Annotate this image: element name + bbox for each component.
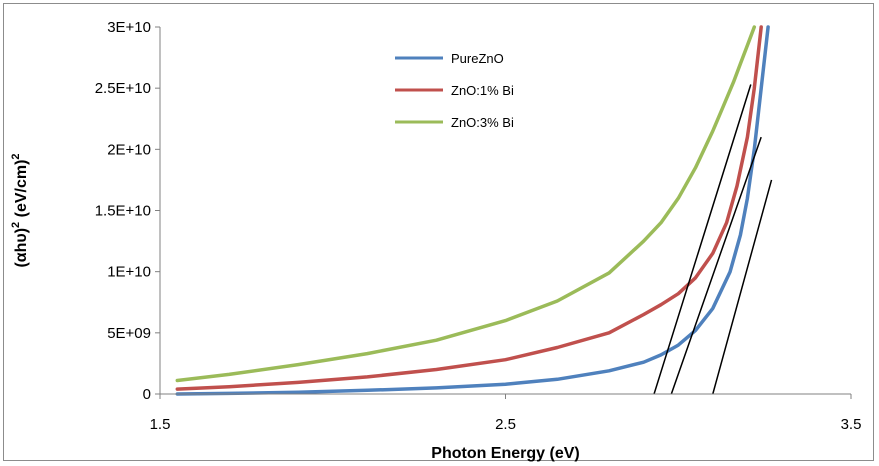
y-tick-label: 1.5E+10 — [95, 203, 151, 220]
chart-frame — [3, 3, 874, 461]
legend-label-2: ZnO:3% Bi — [451, 115, 514, 130]
ticks: 0 5E+09 1E+10 1.5E+10 2E+10 2.5E+10 3E+10 1.5 2.… — [95, 19, 862, 433]
legend-label-0: PureZnO — [451, 51, 504, 66]
x-tick-label: 1.5 — [150, 416, 171, 433]
series-line-1 — [175, 25, 763, 391]
y-title-superscript: 2 — [10, 222, 22, 228]
y-title-part: (eV/cm) — [13, 160, 30, 222]
x-axis-title: Photon Energy (eV) — [431, 445, 579, 462]
tangent-line-2 — [712, 179, 773, 395]
tangent-line-0 — [653, 84, 752, 395]
y-tick-label: 0 — [143, 386, 151, 403]
y-tick-label: 2.5E+10 — [95, 80, 151, 97]
series-line-2 — [175, 25, 757, 383]
y-tick-label: 2E+10 — [107, 141, 151, 158]
series-line-0 — [175, 25, 770, 396]
x-tick-label: 2.5 — [495, 416, 516, 433]
legend-label-1: ZnO:1% Bi — [451, 83, 514, 98]
x-tick-label: 3.5 — [841, 416, 862, 433]
legend: PureZnO ZnO:1% Bi ZnO:3% Bi — [395, 51, 514, 130]
tangent-line-1 — [670, 136, 762, 395]
y-title-superscript: 2 — [10, 153, 22, 159]
y-title-part: (αhυ) — [13, 228, 30, 268]
y-tick-label: 5E+09 — [107, 325, 151, 342]
y-axis-title: (αhυ)2 (eV/cm)2 — [10, 153, 30, 267]
y-tick-label: 3E+10 — [107, 19, 151, 36]
y-tick-label: 1E+10 — [107, 264, 151, 281]
plot-area — [175, 25, 773, 396]
